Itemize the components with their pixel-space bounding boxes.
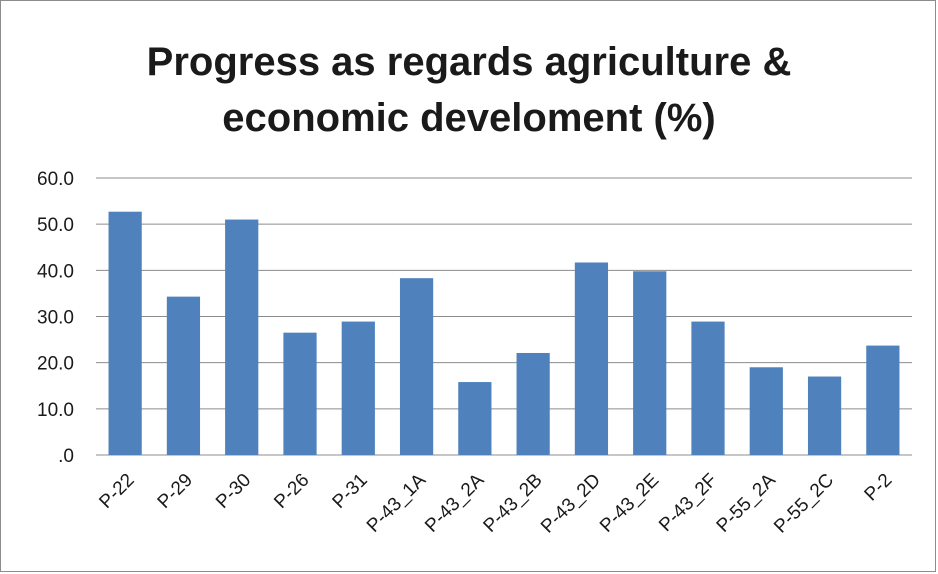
bar-p-26 [283, 332, 317, 455]
chart-title-line-1: Progress as regards agriculture & [146, 40, 792, 84]
chart-title-line-2: economic develoment (%) [222, 96, 716, 140]
gridlines [96, 177, 912, 456]
bar-p-31 [341, 321, 375, 455]
x-axis-ticks: P-22 P-29 P-30 P-26 P-31P-43_1AP-43_2AP-43_2… [95, 469, 896, 537]
bar-p-43-2e [633, 271, 667, 455]
bars [108, 211, 900, 455]
x-tick-label: P-29 [154, 470, 197, 513]
x-tick-label: P-43_2B [480, 470, 547, 537]
bar-p-55-2a [749, 367, 783, 455]
x-tick-label: P-22 [95, 470, 138, 513]
x-tick-label: P-55_2A [713, 469, 780, 536]
y-tick-label: 50.0 [37, 215, 74, 236]
x-tick-label: P-31 [329, 470, 372, 513]
y-tick-label: 60.0 [37, 169, 74, 190]
y-tick-label: .0 [58, 446, 74, 467]
chart-title: Progress as regards agriculture & econom… [0, 34, 938, 146]
bar-p-43-2d [574, 262, 609, 455]
y-tick-label: 40.0 [37, 261, 74, 282]
x-tick-label: P-43_2E [596, 470, 663, 537]
y-tick-label: 10.0 [37, 400, 74, 421]
x-tick-label: P-43_1A [363, 469, 430, 536]
bar-p-43-2a [458, 382, 492, 455]
y-tick-label: 20.0 [37, 354, 74, 375]
x-tick-label: P-2 [861, 470, 897, 506]
x-tick-label: P-30 [212, 470, 255, 513]
x-tick-label: P-43_2D [537, 470, 605, 538]
x-tick-label: P-43_2A [421, 469, 488, 536]
bar-p-43-2b [516, 352, 550, 455]
bar-p-55-2c [807, 376, 842, 455]
bar-p-43-1a [399, 278, 434, 455]
bar-p-2 [866, 345, 900, 455]
bar-p-29 [166, 296, 201, 455]
x-tick-label: P-26 [270, 470, 313, 513]
x-tick-label: P-43_2F [655, 470, 721, 536]
x-tick-label: P-55_2C [770, 470, 838, 538]
bar-p-30 [225, 219, 259, 455]
y-axis-ticks: .0 10.0 20.0 30.0 40.0 50.0 60.0 [37, 169, 74, 467]
y-tick-label: 30.0 [37, 308, 74, 329]
bar-p-43-2f [691, 321, 725, 455]
bar-p-22 [108, 211, 142, 455]
